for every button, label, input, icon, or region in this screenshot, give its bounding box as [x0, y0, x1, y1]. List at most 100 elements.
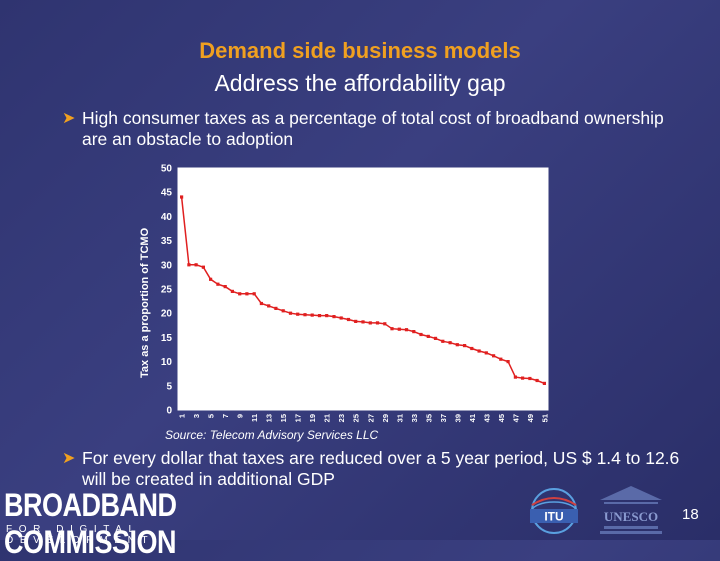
- x-tick-label: 7: [221, 414, 230, 418]
- y-tick-label: 50: [161, 164, 173, 175]
- x-tick-label: 19: [308, 414, 317, 422]
- itu-logo: ITU: [530, 488, 578, 534]
- data-point: [194, 263, 198, 267]
- data-point: [375, 321, 380, 325]
- x-tick-label: 45: [497, 414, 506, 422]
- y-tick-label: 5: [166, 381, 172, 392]
- data-point: [325, 314, 329, 318]
- x-tick-label: 5: [207, 414, 216, 418]
- x-tick-label: 33: [410, 414, 419, 422]
- data-point: [310, 313, 314, 317]
- y-axis: 0 5 10 15 20 25 30 35 40 45 50: [161, 164, 173, 417]
- x-tick-label: 11: [250, 414, 259, 422]
- data-point: [201, 265, 205, 269]
- y-tick-label: 15: [161, 333, 173, 344]
- data-point: [332, 315, 336, 319]
- bullet-item-gdp: ➤ For every dollar that taxes are reduce…: [62, 448, 692, 490]
- data-point: [542, 381, 546, 385]
- x-tick-label: 27: [366, 414, 375, 422]
- bullet-text: For every dollar that taxes are reduced …: [82, 448, 680, 489]
- y-tick-label: 35: [161, 236, 173, 247]
- data-point: [390, 327, 394, 331]
- x-tick-label: 1: [178, 414, 187, 418]
- data-point: [303, 313, 307, 317]
- data-point: [484, 351, 488, 355]
- data-point: [274, 306, 278, 310]
- data-point: [187, 263, 191, 267]
- data-point: [521, 376, 525, 380]
- y-tick-label: 40: [161, 212, 173, 223]
- y-axis-label: Tax as a proportion of TCMO: [139, 227, 151, 378]
- x-tick-label: 43: [482, 414, 491, 422]
- page-number: 18: [682, 506, 699, 523]
- x-tick-label: 29: [381, 414, 390, 422]
- data-point: [259, 301, 263, 306]
- data-point: [419, 332, 423, 337]
- data-point: [180, 195, 184, 199]
- data-point: [361, 320, 365, 324]
- data-point: [267, 304, 271, 308]
- x-tick-label: 21: [323, 414, 332, 422]
- data-point: [426, 334, 430, 338]
- broadband-commission-tagline: FOR DIGITAL DEVELOPMENT: [6, 524, 155, 546]
- data-point: [412, 330, 416, 334]
- x-tick-label: 49: [526, 414, 535, 422]
- data-point: [404, 328, 409, 332]
- chart-source: Source: Telecom Advisory Services LLC: [165, 428, 379, 442]
- x-tick-label: 47: [511, 414, 520, 422]
- chart-plot-area: [177, 167, 549, 411]
- data-point: [346, 317, 351, 322]
- data-point: [230, 289, 234, 293]
- slide-title: Demand side business models: [199, 38, 521, 63]
- data-point: [492, 354, 496, 358]
- y-tick-label: 10: [161, 357, 173, 368]
- data-point: [281, 309, 285, 313]
- data-point: [528, 376, 532, 381]
- data-point: [397, 327, 401, 331]
- unesco-logo: UNESCO: [600, 486, 662, 534]
- data-point: [216, 282, 220, 286]
- arrow-bullet-icon: ➤: [62, 110, 76, 127]
- data-point: [506, 360, 510, 364]
- y-tick-label: 30: [161, 260, 173, 271]
- data-point: [441, 339, 445, 343]
- y-tick-label: 45: [161, 188, 173, 199]
- x-tick-label: 15: [279, 414, 288, 422]
- broadband-commission-logo: BROADBAND COMMISSION FOR DIGITAL DEVELOP…: [0, 487, 238, 560]
- data-point: [513, 375, 517, 379]
- data-point: [477, 349, 481, 353]
- data-point: [499, 357, 503, 361]
- itu-wordmark: ITU: [544, 510, 563, 524]
- data-point: [288, 311, 293, 315]
- x-tick-label: 31: [395, 414, 404, 422]
- data-point: [223, 285, 227, 289]
- x-tick-label: 9: [236, 414, 245, 418]
- y-tick-label: 0: [166, 406, 172, 417]
- bullet-text: High consumer taxes as a percentage of t…: [82, 108, 664, 149]
- x-tick-label: 35: [424, 414, 433, 422]
- data-point: [535, 378, 539, 383]
- data-point: [296, 312, 300, 316]
- data-point: [463, 344, 467, 348]
- series-points: [180, 195, 546, 385]
- x-tick-label: 25: [352, 414, 361, 422]
- x-tick-label: 23: [337, 414, 346, 422]
- y-tick-label: 20: [161, 309, 173, 320]
- data-point: [455, 343, 459, 347]
- y-tick-label: 25: [161, 285, 173, 296]
- data-point: [354, 319, 358, 323]
- data-point: [209, 277, 213, 281]
- x-tick-label: 17: [294, 414, 303, 422]
- x-tick-label: 39: [453, 414, 462, 422]
- data-point: [470, 346, 474, 351]
- unesco-wordmark: UNESCO: [604, 509, 658, 524]
- data-point: [245, 292, 249, 296]
- data-point: [317, 314, 322, 318]
- data-point: [383, 322, 387, 326]
- data-point: [339, 316, 343, 320]
- x-tick-label: 3: [192, 414, 201, 418]
- x-tick-label: 13: [265, 414, 274, 422]
- data-point: [433, 336, 438, 340]
- data-point: [368, 321, 372, 325]
